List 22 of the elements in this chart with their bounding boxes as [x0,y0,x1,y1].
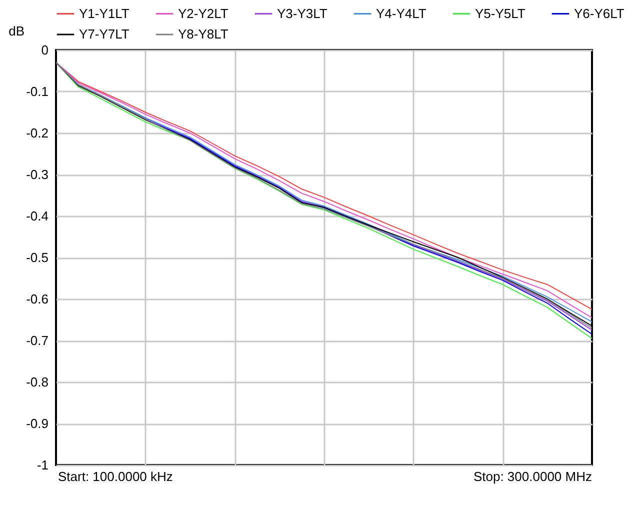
y-tick-label: 0 [41,42,48,58]
legend-label: Y6-Y6LT [574,6,624,21]
legend-label: Y1-Y1LT [79,6,130,21]
legend-label: Y5-Y5LT [475,6,526,21]
y-tick-label: -0.5 [26,250,48,265]
y-tick-label: -0.9 [26,416,48,431]
y-tick-label: -1 [36,458,48,472]
y-axis-title: dB [8,24,24,38]
y-tick-label: -0.4 [26,208,48,224]
text: Start: 100.0000 kHz [58,469,173,484]
legend-label: Y2-Y2LT [178,6,228,21]
text: Stop: 300.0000 MHz [473,469,592,484]
legend-label: Y8-Y8LT [178,26,228,42]
y-tick-label: -0.8 [26,374,48,390]
y-tick-label: -0.3 [26,167,48,182]
legend-label: Y3-Y3LT [277,6,328,21]
y-tick-label: -0.6 [26,292,48,306]
y-tick-label: -0.1 [26,84,48,99]
y-tick-label: -0.2 [26,126,48,140]
legend-label: Y4-Y4LT [376,6,426,21]
y-tick-label: -0.7 [26,333,48,348]
legend-label: Y7-Y7LT [79,26,130,42]
